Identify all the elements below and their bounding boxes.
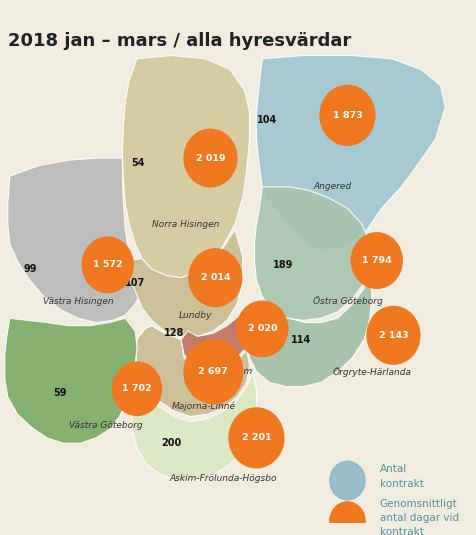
Text: 200: 200 <box>160 438 181 448</box>
Text: Norra Hisingen: Norra Hisingen <box>152 220 219 229</box>
Text: 2 020: 2 020 <box>247 324 277 333</box>
Text: Angered: Angered <box>313 182 351 192</box>
Text: Västra Göteborg: Västra Göteborg <box>69 421 142 430</box>
Circle shape <box>228 408 283 468</box>
Text: kontrakt: kontrakt <box>379 527 423 535</box>
Text: 106: 106 <box>124 371 145 381</box>
Polygon shape <box>135 326 249 416</box>
Polygon shape <box>8 158 142 323</box>
Text: 1 873: 1 873 <box>332 111 362 120</box>
Circle shape <box>112 362 161 415</box>
Text: 2 201: 2 201 <box>241 433 271 442</box>
Text: antal dagar vid: antal dagar vid <box>379 513 458 523</box>
Text: 107: 107 <box>124 278 145 288</box>
Circle shape <box>329 461 364 500</box>
Circle shape <box>188 249 241 307</box>
Text: 1 572: 1 572 <box>93 261 122 269</box>
Circle shape <box>237 301 287 357</box>
Text: Örgryte-Härlanda: Örgryte-Härlanda <box>332 366 411 377</box>
Text: Östra Göteborg: Östra Göteborg <box>312 296 382 306</box>
Polygon shape <box>181 304 256 369</box>
Text: 2 019: 2 019 <box>195 154 225 163</box>
Text: 114: 114 <box>290 334 310 345</box>
Text: 104: 104 <box>256 114 277 125</box>
Text: 128: 128 <box>163 328 184 338</box>
Polygon shape <box>5 318 137 443</box>
Polygon shape <box>122 230 242 337</box>
Text: 1 702: 1 702 <box>122 384 151 393</box>
Circle shape <box>351 233 401 288</box>
Text: Antal: Antal <box>379 464 406 474</box>
Text: 1 794: 1 794 <box>361 256 391 265</box>
Circle shape <box>366 307 419 364</box>
Text: 2018 jan – mars / alla hyresvärdar: 2018 jan – mars / alla hyresvärdar <box>8 32 350 50</box>
Circle shape <box>184 129 237 187</box>
Polygon shape <box>256 56 445 251</box>
Text: 59: 59 <box>53 388 67 398</box>
Text: Askim-Frölunda-Högsbo: Askim-Frölunda-Högsbo <box>169 474 276 483</box>
Text: 54: 54 <box>131 158 145 169</box>
Text: kontrakt: kontrakt <box>379 479 423 489</box>
Circle shape <box>319 86 374 145</box>
Polygon shape <box>246 272 371 387</box>
Text: Lundby: Lundby <box>178 310 212 319</box>
Circle shape <box>184 340 242 404</box>
Text: 189: 189 <box>273 260 293 270</box>
Circle shape <box>329 502 364 535</box>
Text: 2 697: 2 697 <box>198 367 228 376</box>
Text: 2 014: 2 014 <box>200 273 229 282</box>
Text: Majorna-Linné: Majorna-Linné <box>171 401 235 410</box>
Polygon shape <box>132 372 256 480</box>
Text: Centrum: Centrum <box>213 367 252 376</box>
Text: 2 143: 2 143 <box>378 331 407 340</box>
Text: 99: 99 <box>24 264 37 274</box>
Text: Västra Hisingen: Västra Hisingen <box>43 296 113 305</box>
Polygon shape <box>122 56 249 278</box>
Polygon shape <box>254 187 369 320</box>
Circle shape <box>82 237 133 293</box>
Text: Genomsnittligt: Genomsnittligt <box>379 499 456 509</box>
